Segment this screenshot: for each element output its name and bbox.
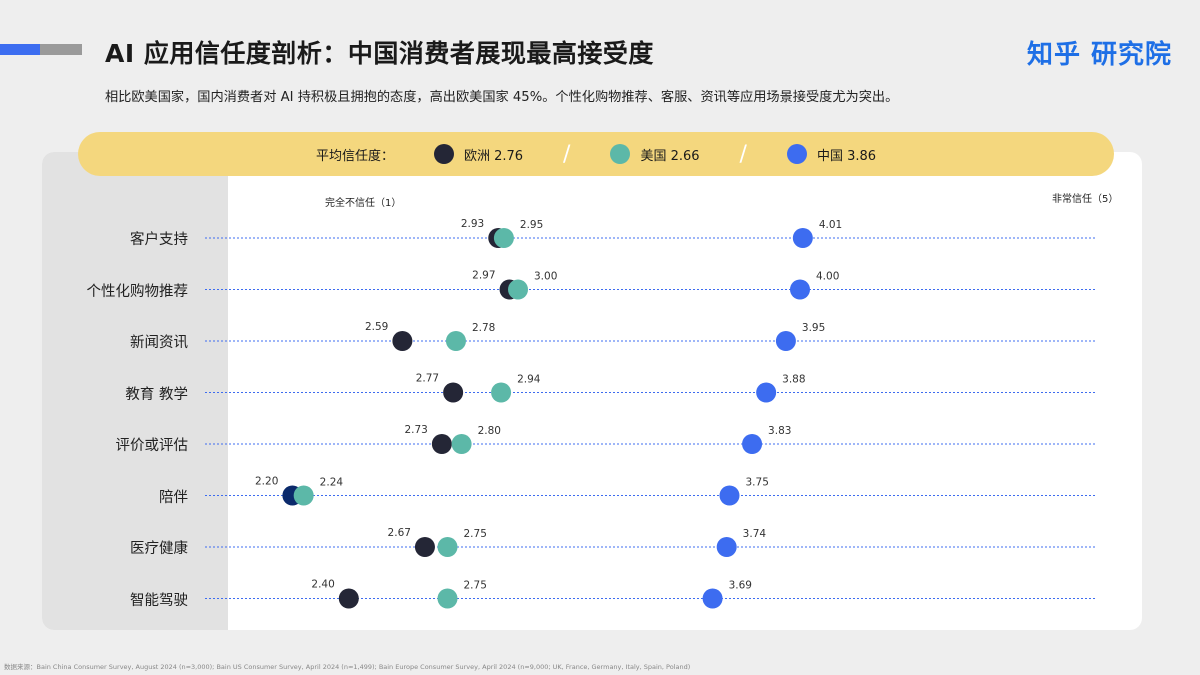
data-label: 3.74 xyxy=(743,528,767,540)
data-label: 4.01 xyxy=(819,219,842,231)
data-point-europe xyxy=(414,537,435,557)
data-point-china xyxy=(775,331,796,351)
footnote: 数据来源：Bain China Consumer Survey, August … xyxy=(4,663,691,671)
data-point-europe xyxy=(338,588,359,609)
category-label: 个性化购物推荐 xyxy=(86,283,189,300)
page-title: AI 应用信任度剖析：中国消费者展现最高接受度 xyxy=(105,39,654,68)
page-subtitle: 相比欧美国家，国内消费者对 AI 持积极且拥抱的态度，高出欧美国家 45%。个性… xyxy=(105,90,899,105)
data-point-us xyxy=(493,228,514,248)
data-point-us xyxy=(508,279,528,300)
legend-item-us: 美国 2.66 xyxy=(610,144,700,164)
accent-bar-gray xyxy=(40,44,82,55)
legend-item-china: 中国 3.86 xyxy=(786,144,877,164)
category-label: 陪伴 xyxy=(159,489,188,506)
scale-max-label: 非常信任（5） xyxy=(1052,194,1119,205)
category-label: 新闻资讯 xyxy=(130,335,188,351)
legend-item-europe: 欧洲 2.76 xyxy=(433,144,524,164)
legend-text-europe: 欧洲 2.76 xyxy=(463,148,524,164)
data-label: 2.24 xyxy=(320,477,344,489)
data-label: 2.75 xyxy=(464,528,487,540)
legend-label: 平均信任度： xyxy=(315,148,394,164)
category-label: 客户支持 xyxy=(130,232,188,248)
category-label: 医疗健康 xyxy=(130,541,188,557)
data-label: 3.75 xyxy=(746,477,769,489)
category-column xyxy=(42,152,228,630)
data-point-us xyxy=(451,434,472,454)
legend-separator: / xyxy=(739,141,747,167)
data-point-china xyxy=(719,485,740,506)
data-point-china xyxy=(792,228,813,248)
data-point-us xyxy=(491,382,512,403)
data-label: 3.95 xyxy=(802,322,825,334)
data-label: 2.20 xyxy=(255,476,278,488)
legend-dot-china xyxy=(786,144,807,164)
data-label: 2.77 xyxy=(416,373,439,385)
data-label: 2.94 xyxy=(517,374,541,386)
data-point-europe xyxy=(431,434,452,454)
data-label: 2.93 xyxy=(461,218,484,230)
data-label: 2.80 xyxy=(478,425,501,437)
data-label: 3.83 xyxy=(768,425,791,437)
data-label: 2.73 xyxy=(404,424,427,436)
data-label: 2.75 xyxy=(464,580,487,592)
legend: 平均信任度： 欧洲 2.76 / 美国 2.66 / 中国 3.86 xyxy=(78,132,1114,176)
legend-separator: / xyxy=(563,141,571,167)
data-label: 3.69 xyxy=(729,580,752,592)
category-label: 教育 教学 xyxy=(125,386,188,403)
data-point-china xyxy=(716,537,737,557)
data-point-us xyxy=(445,331,466,351)
data-point-us xyxy=(293,485,314,506)
scale-min-label: 完全不信任（1） xyxy=(325,198,402,209)
data-point-us xyxy=(437,588,458,609)
data-point-us xyxy=(437,537,458,557)
legend-text-us: 美国 2.66 xyxy=(640,148,700,164)
data-point-china xyxy=(756,382,777,403)
data-point-china xyxy=(790,279,810,300)
data-label: 2.59 xyxy=(365,321,388,333)
data-label: 2.67 xyxy=(388,527,411,539)
legend-text-china: 中国 3.86 xyxy=(816,148,877,164)
data-label: 2.78 xyxy=(472,322,495,334)
data-label: 2.40 xyxy=(311,579,334,591)
data-point-china xyxy=(742,434,763,454)
data-label: 2.95 xyxy=(520,219,543,231)
legend-dot-europe xyxy=(433,144,454,164)
data-label: 3.00 xyxy=(534,271,557,283)
data-label: 4.00 xyxy=(816,271,839,283)
brand-logo: 知乎 研究院 xyxy=(1026,40,1172,70)
data-label: 3.88 xyxy=(782,374,805,386)
data-point-europe xyxy=(392,331,413,351)
category-label: 智能驾驶 xyxy=(130,592,188,609)
data-point-china xyxy=(702,588,723,609)
data-label: 2.97 xyxy=(472,270,495,282)
legend-dot-us xyxy=(610,144,631,164)
accent-bar-blue xyxy=(0,44,40,55)
data-point-europe xyxy=(443,382,464,403)
chart-panel xyxy=(42,152,1142,630)
category-label: 评价或评估 xyxy=(115,438,189,454)
